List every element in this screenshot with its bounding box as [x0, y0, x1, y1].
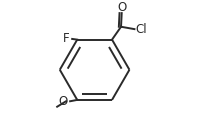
Text: O: O	[117, 1, 126, 14]
Text: Cl: Cl	[136, 23, 147, 36]
Text: O: O	[58, 95, 67, 108]
Text: F: F	[63, 32, 70, 45]
